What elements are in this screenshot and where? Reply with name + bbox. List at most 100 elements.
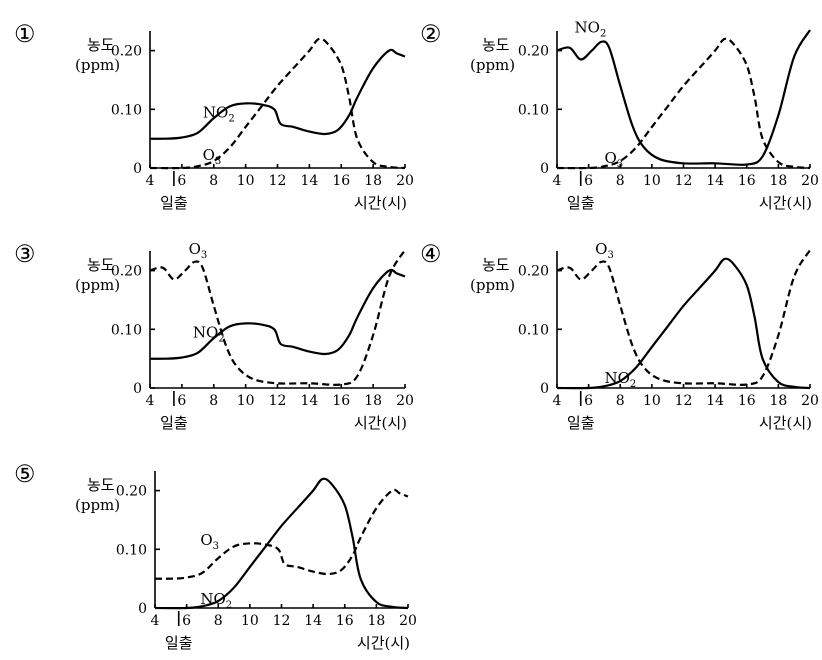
y-tick-label: 0	[133, 161, 142, 177]
panel-number: ③	[14, 240, 36, 268]
no2-series-label: NO2	[193, 323, 225, 344]
x-tick-label: 16	[332, 393, 350, 409]
panel-number: ①	[14, 20, 36, 48]
x-tick-label: 4	[553, 173, 562, 189]
y-tick-label: 0	[540, 381, 549, 397]
sunrise-label: 일출	[567, 194, 595, 212]
x-tick-label: 10	[241, 613, 259, 629]
sunrise-label: 일출	[165, 634, 193, 652]
series-label-base: NO	[203, 103, 228, 121]
no2-series-line	[149, 268, 406, 360]
x-tick-label: 8	[616, 393, 625, 409]
sunrise-label: 일출	[160, 194, 188, 212]
o3-series-label: O3	[203, 146, 222, 167]
x-tick-label: 20	[801, 393, 819, 409]
x-tick-label: 18	[367, 613, 385, 629]
no2-series-label: NO2	[203, 103, 235, 124]
series-label-base: O	[595, 240, 607, 258]
o3-series-line	[149, 37, 406, 170]
series-label-base: O	[200, 531, 212, 549]
series-label-subscript: 2	[228, 113, 234, 124]
y-axis-label: 농도	[482, 36, 510, 54]
x-tick-label: 12	[675, 393, 693, 409]
x-tick-label: 6	[177, 173, 186, 189]
panel-number: ⑤	[14, 460, 36, 488]
y-tick-label: 0.10	[111, 102, 142, 118]
y-tick-label: 0.20	[116, 484, 147, 500]
x-axis-label: 시간(시)	[357, 634, 410, 652]
y-axis-unit-label: (ppm)	[75, 56, 120, 74]
chart-panel-3: ③ 농도 (ppm) 0 0.10 0.20 4 6 8 10 12 14 16 18 20 일출 시간(시) N…	[14, 240, 414, 432]
o3-series-label: O3	[595, 240, 614, 261]
y-axis-unit-label: (ppm)	[75, 496, 120, 514]
y-tick-label: 0.20	[111, 44, 142, 60]
series-label-base: NO	[604, 369, 629, 387]
no2-series-line	[149, 48, 406, 140]
o3-series-line	[556, 249, 811, 386]
series-label-base: NO	[193, 323, 218, 341]
series-label-base: NO	[575, 19, 600, 37]
x-tick-label: 20	[801, 173, 819, 189]
y-tick-label: 0.20	[518, 44, 549, 60]
y-axis-label: 농도	[87, 476, 115, 494]
x-tick-label: 8	[616, 173, 625, 189]
y-axis-unit-label: (ppm)	[470, 276, 515, 294]
x-tick-label: 16	[738, 173, 756, 189]
o3-series-label: O3	[604, 149, 623, 170]
x-tick-label: 4	[146, 173, 155, 189]
x-tick-label: 14	[706, 393, 724, 409]
no2-series-label: NO2	[604, 369, 636, 390]
x-tick-label: 18	[769, 173, 787, 189]
y-axis-unit-label: (ppm)	[470, 56, 515, 74]
y-tick-label: 0	[133, 381, 142, 397]
y-tick-label: 0.10	[518, 102, 549, 118]
x-tick-label: 18	[364, 393, 382, 409]
chart-panel-4: ④ 농도 (ppm) 0 0.10 0.20 4 6 8 10 12 14 16 18 20 일출 시간(시) N…	[420, 240, 819, 432]
x-tick-label: 6	[182, 613, 191, 629]
x-tick-label: 10	[237, 393, 255, 409]
x-tick-label: 6	[177, 393, 186, 409]
o3-series-label: O3	[189, 240, 208, 261]
series-label-subscript: 3	[617, 159, 623, 170]
series-label-base: O	[604, 149, 616, 167]
no2-series-line	[556, 29, 811, 166]
chart-panel-2: ② 농도 (ppm) 0 0.10 0.20 4 6 8 10 12 14 16 18 20 일출 시간(시) N…	[420, 19, 819, 212]
o3-series-label: O3	[200, 531, 219, 552]
x-tick-label: 16	[738, 393, 756, 409]
x-tick-label: 14	[300, 393, 318, 409]
sunrise-label: 일출	[567, 414, 595, 432]
x-axis-label: 시간(시)	[354, 194, 407, 212]
x-tick-label: 12	[269, 173, 287, 189]
series-label-subscript: 3	[607, 250, 613, 261]
x-tick-label: 18	[364, 173, 382, 189]
no2-series-line	[556, 257, 811, 390]
x-tick-label: 16	[336, 613, 354, 629]
x-tick-label: 6	[584, 173, 593, 189]
o3-series-line	[556, 37, 811, 170]
o3-series-line	[154, 488, 409, 580]
y-tick-label: 0.20	[111, 264, 142, 280]
x-tick-label: 14	[706, 173, 724, 189]
x-axis-label: 시간(시)	[759, 194, 812, 212]
series-label-subscript: 2	[630, 379, 636, 390]
x-tick-label: 12	[273, 613, 291, 629]
series-label-subscript: 3	[201, 250, 207, 261]
x-tick-label: 14	[300, 173, 318, 189]
y-tick-label: 0	[540, 161, 549, 177]
y-axis-unit-label: (ppm)	[75, 276, 120, 294]
y-axis-label: 농도	[87, 36, 115, 54]
x-tick-label: 20	[399, 613, 417, 629]
series-label-subscript: 3	[213, 541, 219, 552]
panel-number: ④	[420, 240, 442, 268]
x-tick-label: 10	[643, 393, 661, 409]
x-tick-label: 4	[151, 613, 160, 629]
x-tick-label: 12	[675, 173, 693, 189]
series-label-subscript: 2	[226, 600, 232, 611]
y-tick-label: 0.10	[116, 542, 147, 558]
series-label-subscript: 3	[215, 156, 221, 167]
x-tick-label: 4	[553, 393, 562, 409]
series-label-subscript: 2	[600, 29, 606, 40]
no2-series-line	[154, 477, 409, 610]
